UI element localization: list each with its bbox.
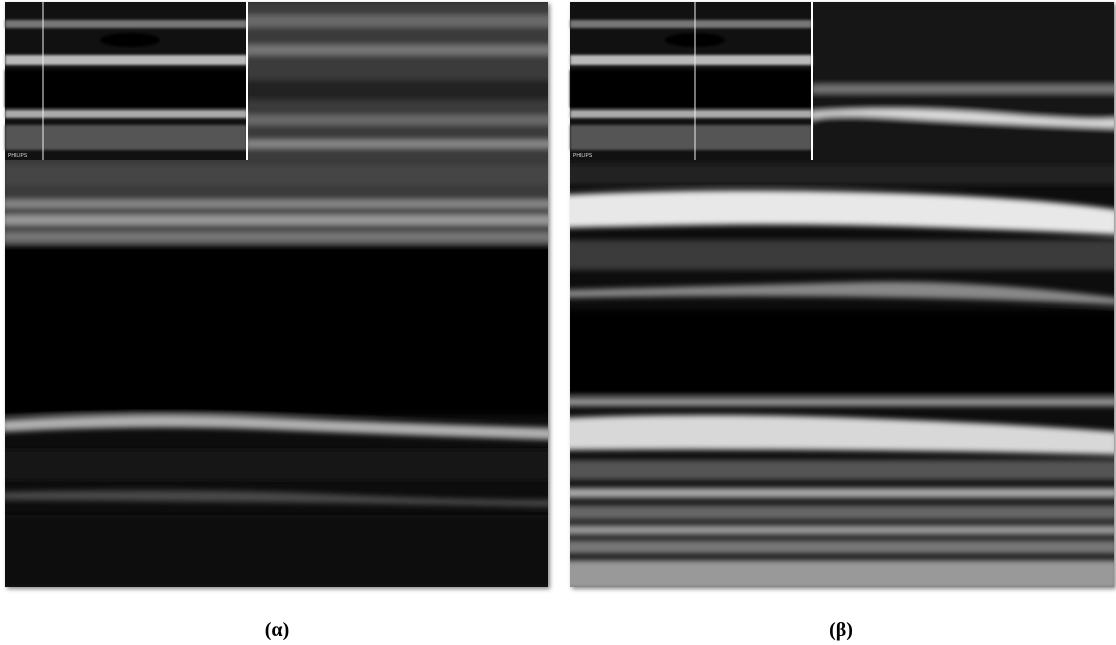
- panel-beta: PHILIPS (β): [570, 2, 1114, 641]
- caption: (α): [265, 619, 289, 641]
- panel-alpha: PHILIPS (α): [5, 2, 548, 641]
- inset-image: PHILIPS: [5, 2, 248, 160]
- m-mode-image: [5, 2, 548, 587]
- inset-text: PHILIPS: [573, 153, 593, 159]
- inset-image: PHILIPS: [570, 2, 813, 160]
- caption: (β): [829, 619, 853, 641]
- inset-text: PHILIPS: [8, 153, 28, 159]
